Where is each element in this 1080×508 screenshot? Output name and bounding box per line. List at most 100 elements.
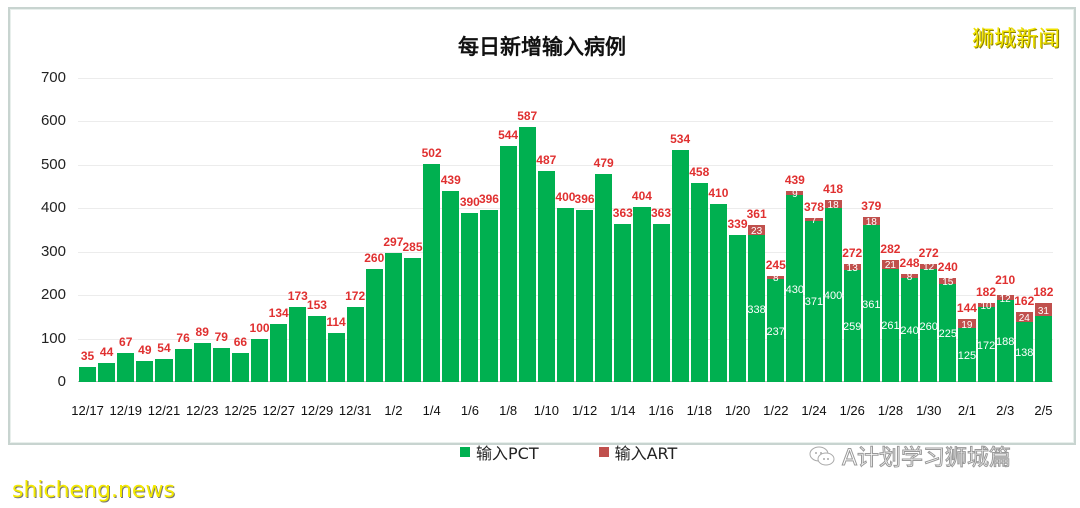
x-tick-label: 12/19 [109,403,143,418]
x-tick-label: 2/5 [1034,403,1053,418]
bar-segment-pct [346,307,364,382]
bar-series: 35 44 67 49 54 76 89 79 66 100 134 173 153 114 172 260 2… [78,78,1053,382]
bar-segment-art [748,225,766,236]
x-tick-label: 2/1 [957,403,976,418]
x-tick-label: 1/28 [877,403,904,418]
x-tick-label: 1/16 [648,403,674,418]
site-watermark: shicheng.news [12,478,175,503]
legend-label-pct: 输入PCT [476,444,539,463]
art-value-label: 31 [1037,305,1049,317]
pct-value-label: 430 [785,283,805,296]
art-value-label: 12 [999,293,1011,305]
total-value-label: 363 [651,206,672,221]
total-value-label: 173 [287,288,308,303]
total-value-label: 404 [631,188,652,203]
bar-segment-pct [652,224,670,382]
art-value-label: 24 [1018,312,1030,324]
art-value-label: 21 [884,260,896,272]
total-value-label: 272 [918,245,939,260]
x-tick-label: 12/17 [71,403,104,418]
total-value-label: 487 [536,152,557,167]
art-value-label: 23 [751,226,763,238]
total-value-label: 100 [249,320,270,335]
bar-segment-pct [270,323,288,382]
bar-segment-art [1034,302,1052,317]
bar-segment-pct [518,127,536,382]
x-tick-label: 1/24 [801,403,827,418]
bar-segment-pct [117,352,135,382]
bar-segment-pct [461,212,479,382]
art-value-label: 18 [865,217,877,229]
y-tick-label: 700 [40,69,66,86]
x-tick-label: 12/29 [300,403,334,418]
total-value-label: 410 [708,185,729,200]
bar-segment-pct [98,362,116,382]
bar-segment-pct [805,220,823,382]
total-value-label: 44 [99,344,114,359]
total-value-label: 240 [937,259,958,274]
pct-value-label: 138 [1015,347,1034,360]
total-value-label: 379 [861,199,882,214]
bar-segment-pct [308,315,326,382]
bar-segment-pct [671,150,689,382]
bar-segment-pct [499,145,517,382]
art-value-label: 10 [980,301,992,313]
bar-segment-pct [193,343,211,382]
total-value-label: 587 [517,109,538,124]
bar-segment-pct [881,268,900,382]
art-value-label: 7 [811,215,817,227]
bar-segment-art [786,191,804,196]
total-value-label: 502 [421,146,442,160]
total-value-label: 479 [593,155,614,170]
total-value-label: 89 [195,325,209,340]
total-value-label: 378 [803,199,824,214]
bar-segment-pct [79,366,97,382]
x-tick-label: 1/8 [499,403,518,418]
total-value-label: 339 [727,216,748,231]
total-value-label: 67 [119,334,133,349]
total-value-label: 114 [326,314,346,329]
x-tick-label: 12/21 [147,403,181,418]
total-value-label: 363 [612,206,633,221]
bar-segment-pct [709,203,727,382]
x-tick-label: 1/14 [610,403,636,418]
pct-value-label: 188 [995,336,1015,349]
total-value-label: 396 [478,192,499,207]
total-value-label: 439 [784,173,805,188]
bar-segment-art [977,302,995,308]
total-value-label: 544 [498,127,519,142]
x-tick-label: 1/26 [839,403,865,418]
total-value-label: 285 [402,240,423,255]
bar-segment-pct [1034,316,1052,382]
art-value-label: 12 [923,262,935,274]
bar-segment-pct [289,306,307,382]
total-value-label: 248 [899,256,920,271]
bar-segment-pct [327,332,345,382]
bar-segment-pct [786,195,804,382]
bar-segment-art [901,274,919,278]
total-value-label: 134 [268,305,289,320]
total-value-label: 458 [689,165,710,180]
chart-title: 每日新增输入病例 [458,35,626,59]
gridline [78,164,1053,166]
x-tick-label: 12/31 [338,403,372,418]
bar-segment-pct [824,208,842,382]
total-value-label: 182 [1033,284,1054,299]
bar-segment-pct [958,327,976,382]
legend-swatch-pct [460,447,470,457]
total-value-label: 439 [440,173,461,188]
bar-segment-pct [384,253,402,382]
legend: 输入PCT 输入ART [460,440,677,464]
bar-segment-pct [996,300,1014,382]
bar-segment-pct [251,338,269,382]
total-value-label: 35 [80,348,95,363]
x-tick-label: 1/20 [724,403,751,418]
total-value-label: 245 [765,257,786,272]
wechat-watermark: A计划学习狮城篇 [841,446,1012,472]
bar-segment-art [805,217,823,221]
total-value-label: 162 [1014,293,1035,308]
plot-area: 0 100 200 300 400 500 600 700 35 44 67 49 54 76 89 79 6… [41,69,1053,418]
bar-segment-pct [423,164,441,382]
bar-segment-pct [862,225,880,382]
gridline [78,121,1053,123]
